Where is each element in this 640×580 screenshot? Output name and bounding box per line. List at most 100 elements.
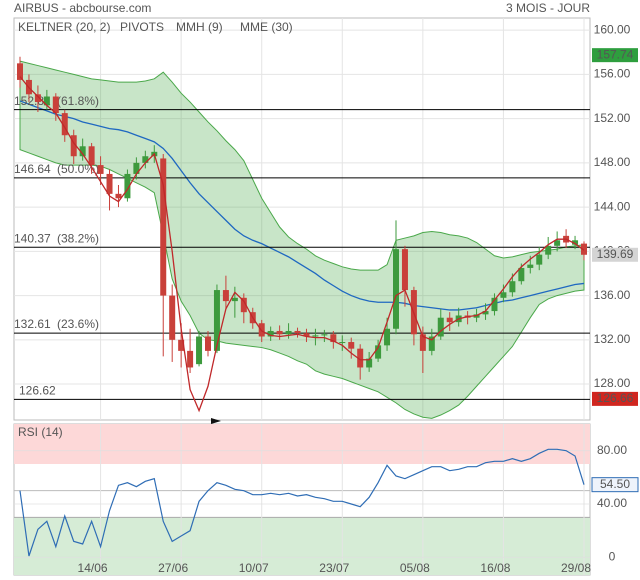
pivot-label: 140.37 xyxy=(14,231,51,245)
candle-body xyxy=(518,267,525,282)
candle-body xyxy=(213,290,220,351)
pivot-label: 132.61 xyxy=(14,317,51,331)
candle-body xyxy=(276,330,283,335)
candle-body xyxy=(187,350,194,368)
candle-body xyxy=(581,243,587,255)
x-tick-label: 29/08 xyxy=(561,561,591,575)
candle-body xyxy=(491,297,498,312)
pivot-ratio: (23.6%) xyxy=(57,317,99,331)
y-tick-label: 144.00 xyxy=(594,199,631,213)
legend-entry: MMH (9) xyxy=(176,20,223,34)
rsi-title: RSI (14) xyxy=(18,425,63,439)
x-tick-label: 16/08 xyxy=(480,561,510,575)
candle-body xyxy=(169,295,176,340)
candle-body xyxy=(97,165,104,174)
candle-body xyxy=(303,333,310,337)
candle-body xyxy=(52,96,59,114)
candle-body xyxy=(43,96,50,106)
pivot-ratio: (61.8%) xyxy=(57,94,99,108)
candle-body xyxy=(446,317,453,323)
plot-frame xyxy=(13,17,591,421)
legend-entry: KELTNER (20, 2) xyxy=(18,20,110,34)
candle-body xyxy=(339,342,346,344)
y-tick-label: 156.00 xyxy=(594,67,631,81)
y-tick-label: 80.00 xyxy=(597,443,627,457)
legend-entry: PIVOTS xyxy=(120,20,164,34)
marker xyxy=(211,418,221,424)
chart-title: AIRBUS - abcbourse.com xyxy=(14,1,151,15)
candle-body xyxy=(34,94,41,103)
y-tick-label: 132.00 xyxy=(594,332,631,346)
rsi-tag xyxy=(591,477,639,493)
candle-body xyxy=(572,240,579,245)
candle-body xyxy=(160,158,167,296)
price-tag-label: 139.69 xyxy=(597,247,634,261)
rsi-tag-label: 54.50 xyxy=(600,477,630,491)
candle-body xyxy=(79,146,86,157)
price-tag xyxy=(592,247,638,262)
y-tick-label: 0 xyxy=(609,550,616,564)
overbought-zone xyxy=(14,424,590,464)
candle-body xyxy=(205,336,211,351)
candle-body xyxy=(285,330,292,335)
candle-body xyxy=(222,290,229,302)
candle-body xyxy=(554,240,561,246)
mme-line xyxy=(19,100,585,311)
candle-body xyxy=(115,193,122,199)
pivot-ratio: (38.2%) xyxy=(57,231,99,245)
x-tick-label: 14/06 xyxy=(78,561,108,575)
x-tick-label: 23/07 xyxy=(319,561,349,575)
candle-body xyxy=(401,249,408,291)
price-panel: 128.00132.00136.00140.00144.00148.00152.… xyxy=(13,17,638,421)
price-tag xyxy=(592,391,638,406)
candle-body xyxy=(142,156,149,163)
pivot-label: 126.62 xyxy=(19,383,56,397)
candle-body xyxy=(527,264,534,268)
rsi-line xyxy=(19,448,585,557)
candle-body xyxy=(536,254,543,265)
candle-body xyxy=(70,135,77,157)
oversold-zone xyxy=(14,517,590,575)
pivot-label: 152.81 xyxy=(14,94,51,108)
x-tick-label: 10/07 xyxy=(239,561,269,575)
candle-body xyxy=(366,358,373,368)
candle-body xyxy=(357,348,364,368)
price-tag-label: 157.74 xyxy=(597,47,634,61)
y-tick-label: 148.00 xyxy=(594,155,631,169)
pivot-label: 146.64 xyxy=(14,162,51,176)
candle-body xyxy=(545,245,552,255)
price-tag-label: 126.66 xyxy=(597,391,634,405)
candle-body xyxy=(294,330,301,334)
y-tick-label: 128.00 xyxy=(594,376,631,390)
x-tick-label: 05/08 xyxy=(400,561,430,575)
candle-body xyxy=(509,281,516,293)
candle-body xyxy=(17,63,23,80)
x-tick-label: 27/06 xyxy=(158,561,188,575)
period: 3 MOIS - JOUR xyxy=(506,1,590,15)
candle-body xyxy=(267,330,274,337)
candle-body xyxy=(419,334,426,351)
candle-body xyxy=(312,335,319,337)
candle-body xyxy=(106,173,113,194)
candle-body xyxy=(240,297,247,313)
rsi-panel: 0 40.00 80.00 54.50 RSI (14) xyxy=(13,423,639,576)
candle-body xyxy=(124,173,131,199)
candle-body xyxy=(231,297,238,302)
candle-body xyxy=(178,339,185,351)
candle-body xyxy=(321,334,328,336)
candle-body xyxy=(375,345,382,359)
candle-body xyxy=(482,311,489,315)
candle-body xyxy=(133,162,140,174)
candle-body xyxy=(384,328,391,346)
candle-body xyxy=(428,336,435,351)
y-tick-label: 40.00 xyxy=(597,496,627,510)
y-tick-label: 152.00 xyxy=(594,111,631,125)
candle-body xyxy=(437,317,444,337)
candle-body xyxy=(196,336,203,365)
legend-entry: MME (30) xyxy=(240,20,293,34)
y-tick-label: 160.00 xyxy=(594,22,631,36)
candle-body xyxy=(500,292,507,298)
pivot-ratio: (50.0%) xyxy=(57,162,99,176)
candle-body xyxy=(88,146,95,166)
